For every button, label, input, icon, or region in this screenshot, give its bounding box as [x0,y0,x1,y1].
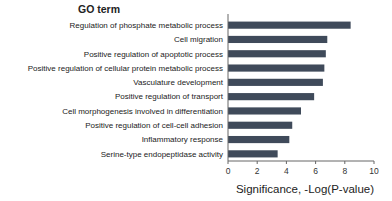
x-tick [315,161,316,164]
x-axis-label: Significance, -Log(P-value) [236,183,374,195]
chart-root: GO term Regulation of phosphate metabolic… [0,0,392,201]
bars [228,22,351,158]
bar [228,64,324,71]
bar [228,150,278,157]
category-label: Positive regulation of cellular protein … [28,64,223,73]
title: GO term [78,3,120,15]
x-tick [374,161,375,164]
x-tick-label: 6 [313,166,318,176]
category-label: Serine-type endopeptidase activity [101,150,223,159]
bar [228,36,327,43]
bar [228,107,301,114]
bar [228,22,351,29]
y-axis-line [228,14,229,161]
bar [228,93,314,100]
x-tick [344,161,345,164]
bar [228,122,292,129]
x-tick [228,161,229,164]
bar [228,79,323,86]
category-label: Positive regulation of apoptotic process [84,50,223,59]
category-label: Regulation of phosphate metabolic proces… [70,21,223,30]
category-label: Positive regulation of transport [115,92,224,101]
x-tick [286,161,287,164]
x-tick-label: 0 [226,166,231,176]
x-tick-label: 8 [342,166,347,176]
x-axis-line [228,161,374,162]
chart: GO term Regulation of phosphate metabolic… [0,0,392,201]
category-label: Inflammatory response [142,135,224,144]
x-tick-label: 2 [255,166,260,176]
bar [228,136,289,143]
category-label: Cell migration [174,35,223,44]
x-tick-label: 10 [369,166,379,176]
category-label: Cell morphogenesis involved in different… [62,107,223,116]
category-label: Vasculature development [133,78,223,87]
category-label: Positive regulation of cell-cell adhesio… [85,121,223,130]
x-tick [257,161,258,164]
bar [228,50,326,57]
x-tick-label: 4 [284,166,289,176]
